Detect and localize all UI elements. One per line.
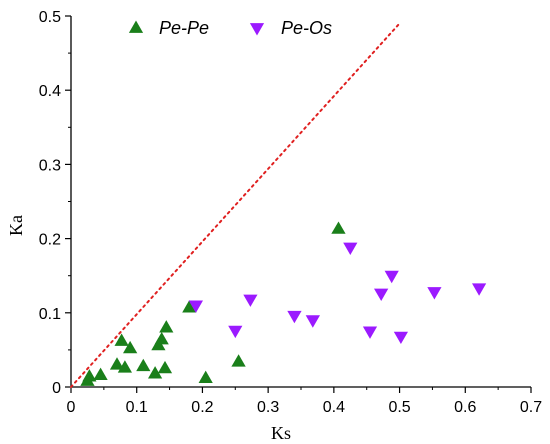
legend-marker-pe-os — [249, 23, 265, 36]
pe-os-point — [228, 325, 243, 339]
y-tick-label: 0.4 — [39, 83, 61, 100]
pe-pe-point — [93, 367, 108, 380]
pe-os-point — [343, 242, 358, 255]
pe-os-point — [393, 331, 408, 344]
pe-pe-point — [331, 221, 346, 234]
pe-os-point — [188, 300, 203, 313]
y-axis-title: Ka — [6, 215, 26, 236]
y-tick-label: 0.1 — [39, 306, 61, 323]
pe-os-point — [305, 315, 320, 328]
x-tick-label: 0.4 — [323, 399, 345, 416]
y-tick-label: 0.3 — [39, 157, 61, 174]
pe-os-point — [427, 287, 442, 300]
pe-pe-point — [82, 369, 97, 382]
x-tick-label: 0.1 — [126, 399, 148, 416]
legend-label-pe-pe: Pe-Pe — [159, 18, 209, 38]
x-tick-label: 0.5 — [388, 399, 410, 416]
pe-os-point — [287, 310, 302, 324]
pe-pe-point — [198, 370, 213, 383]
pe-os-point — [374, 288, 389, 301]
pe-pe-point — [109, 357, 125, 370]
pe-os-point — [472, 283, 487, 296]
pe-pe-point — [157, 360, 173, 374]
x-tick-label: 0.3 — [257, 399, 279, 416]
pe-os-point — [243, 294, 258, 307]
reference-line — [70, 22, 401, 388]
x-tick-label: 0 — [67, 399, 76, 416]
pe-os-point — [362, 326, 378, 339]
y-tick-label: 0 — [52, 380, 61, 397]
pe-os-point — [384, 270, 399, 284]
x-axis-title: Ks — [271, 423, 291, 443]
pe-pe-point — [123, 340, 138, 354]
legend-label-pe-os: Pe-Os — [281, 18, 332, 38]
legend-marker-pe-pe — [128, 20, 144, 33]
pe-pe-point — [231, 354, 246, 367]
pe-pe-point — [117, 360, 132, 373]
pe-pe-point — [159, 320, 174, 333]
pe-pe-point — [182, 300, 197, 313]
pe-pe-point — [148, 366, 163, 379]
y-tick-label: 0.5 — [39, 9, 61, 26]
y-tick-label: 0.2 — [39, 232, 61, 249]
x-tick-label: 0.6 — [454, 399, 476, 416]
pe-pe-point — [136, 358, 151, 372]
pe-pe-point — [154, 332, 169, 345]
x-tick-label: 0.2 — [191, 399, 213, 416]
pe-pe-point — [114, 333, 129, 346]
x-tick-label: 0.7 — [520, 399, 542, 416]
